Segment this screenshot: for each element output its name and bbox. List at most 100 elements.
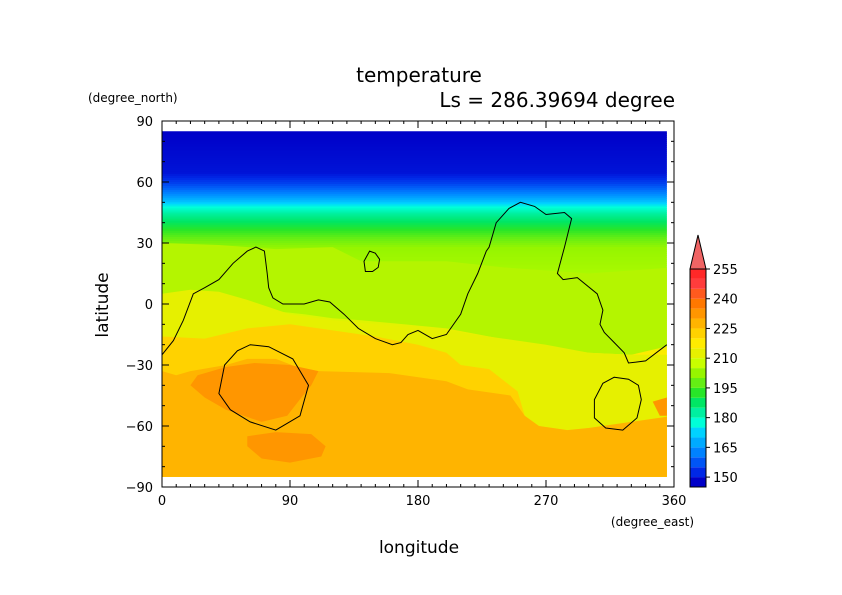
colorbar-swatch bbox=[690, 348, 706, 359]
topography-contour bbox=[363, 250, 381, 272]
latitude-band bbox=[162, 243, 667, 246]
colorbar-label: 150 bbox=[713, 471, 738, 486]
y-tick-label: 60 bbox=[136, 176, 153, 191]
colorbar-swatch bbox=[690, 378, 706, 388]
x-tick-label: 180 bbox=[406, 494, 431, 509]
latitude-band bbox=[162, 200, 667, 203]
latitude-band bbox=[162, 326, 667, 329]
latitude-band bbox=[162, 161, 667, 165]
colorbar-swatch bbox=[690, 407, 706, 418]
latitude-band bbox=[162, 192, 667, 195]
latitude-band bbox=[162, 218, 667, 222]
latitude-band bbox=[162, 206, 667, 210]
colorbar-swatch bbox=[690, 308, 706, 319]
latitude-band bbox=[162, 131, 667, 134]
topography-contours bbox=[162, 201, 667, 431]
colorbar-swatch bbox=[690, 417, 706, 428]
colorbar: 150 165 180 195 210 225 240 255 bbox=[689, 234, 738, 488]
y-axis: 90 60 30 0 −30 −60 −90 bbox=[126, 115, 674, 496]
colorbar-label: 165 bbox=[713, 441, 738, 456]
latitude-band bbox=[162, 175, 667, 179]
x-tick-label: 0 bbox=[158, 494, 166, 509]
colorbar-swatch bbox=[690, 447, 706, 458]
latitude-band bbox=[162, 210, 667, 214]
latitude-band bbox=[162, 208, 667, 212]
latitude-band bbox=[162, 249, 667, 252]
chart-title: temperature bbox=[356, 63, 482, 87]
colorbar-swatch bbox=[690, 269, 706, 279]
latitude-band bbox=[162, 224, 667, 228]
latitude-band bbox=[162, 212, 667, 216]
latitude-band bbox=[162, 153, 667, 157]
latitude-band bbox=[162, 198, 667, 201]
latitude-band bbox=[162, 137, 667, 140]
latitude-band bbox=[162, 202, 667, 205]
latitude-band bbox=[162, 145, 667, 149]
latitude-band bbox=[162, 190, 667, 193]
colorbar-over-triangle bbox=[689, 234, 707, 270]
latitude-band bbox=[162, 232, 667, 236]
latitude-band bbox=[162, 194, 667, 197]
colorbar-label: 195 bbox=[713, 382, 738, 397]
latitude-band bbox=[162, 135, 667, 138]
latitude-band bbox=[162, 173, 667, 177]
colorbar-label: 255 bbox=[713, 263, 738, 278]
latitude-band bbox=[162, 236, 667, 240]
colorbar-swatch bbox=[690, 338, 706, 349]
y-axis-label: latitude bbox=[93, 272, 113, 337]
colorbar-swatch bbox=[690, 427, 706, 438]
latitude-band bbox=[162, 251, 667, 254]
topography-contour bbox=[162, 201, 667, 364]
x-tick-label: 270 bbox=[534, 494, 559, 509]
colorbar-swatch bbox=[690, 328, 706, 339]
latitude-band bbox=[162, 255, 667, 258]
colorbar-swatch bbox=[690, 368, 706, 378]
x-axis-label: longitude bbox=[379, 538, 459, 558]
y-tick-label: −60 bbox=[126, 420, 153, 435]
latitude-band bbox=[162, 157, 667, 161]
colorbar-frame bbox=[689, 268, 707, 488]
latitude-band bbox=[162, 230, 667, 234]
latitude-band bbox=[162, 245, 667, 248]
latitude-band bbox=[162, 155, 667, 159]
latitude-band bbox=[162, 238, 667, 242]
latitude-band bbox=[162, 149, 667, 153]
y-tick-label: −90 bbox=[126, 481, 153, 496]
latitude-band bbox=[162, 179, 667, 183]
latitude-band bbox=[162, 324, 667, 327]
latitude-band bbox=[162, 253, 667, 256]
colorbar-swatch bbox=[690, 318, 706, 329]
colorbar-label: 210 bbox=[713, 352, 738, 367]
x-axis-unit: (degree_east) bbox=[611, 515, 694, 529]
x-tick-label: 90 bbox=[282, 494, 299, 509]
colorbar-swatch bbox=[690, 298, 706, 309]
colorbar-swatch bbox=[690, 467, 706, 478]
latitude-band bbox=[162, 141, 667, 144]
latitude-band bbox=[162, 159, 667, 163]
latitude-band bbox=[162, 151, 667, 155]
latitude-band bbox=[162, 133, 667, 136]
latitude-band bbox=[162, 257, 667, 260]
latitude-band bbox=[162, 167, 667, 171]
latitude-band bbox=[162, 169, 667, 173]
y-tick-label: 30 bbox=[136, 237, 153, 252]
temperature-region-235 bbox=[652, 397, 667, 416]
colorbar-swatch bbox=[690, 477, 706, 487]
latitude-band bbox=[162, 247, 667, 250]
temperature-field bbox=[162, 131, 667, 477]
latitude-band bbox=[162, 177, 667, 181]
colorbar-label: 180 bbox=[713, 412, 738, 427]
colorbar-swatch bbox=[690, 387, 706, 398]
latitude-band bbox=[162, 186, 667, 189]
colorbar-swatch bbox=[690, 358, 706, 369]
colorbar-swatch bbox=[690, 278, 706, 289]
latitude-band bbox=[162, 222, 667, 226]
x-tick-label: 360 bbox=[662, 494, 687, 509]
chart-subtitle: Ls = 286.39694 degree bbox=[439, 88, 675, 112]
latitude-band bbox=[162, 216, 667, 220]
latitude-band bbox=[162, 184, 667, 187]
latitude-band bbox=[162, 220, 667, 224]
y-axis-unit: (degree_north) bbox=[88, 91, 178, 105]
latitude-band bbox=[162, 214, 667, 218]
